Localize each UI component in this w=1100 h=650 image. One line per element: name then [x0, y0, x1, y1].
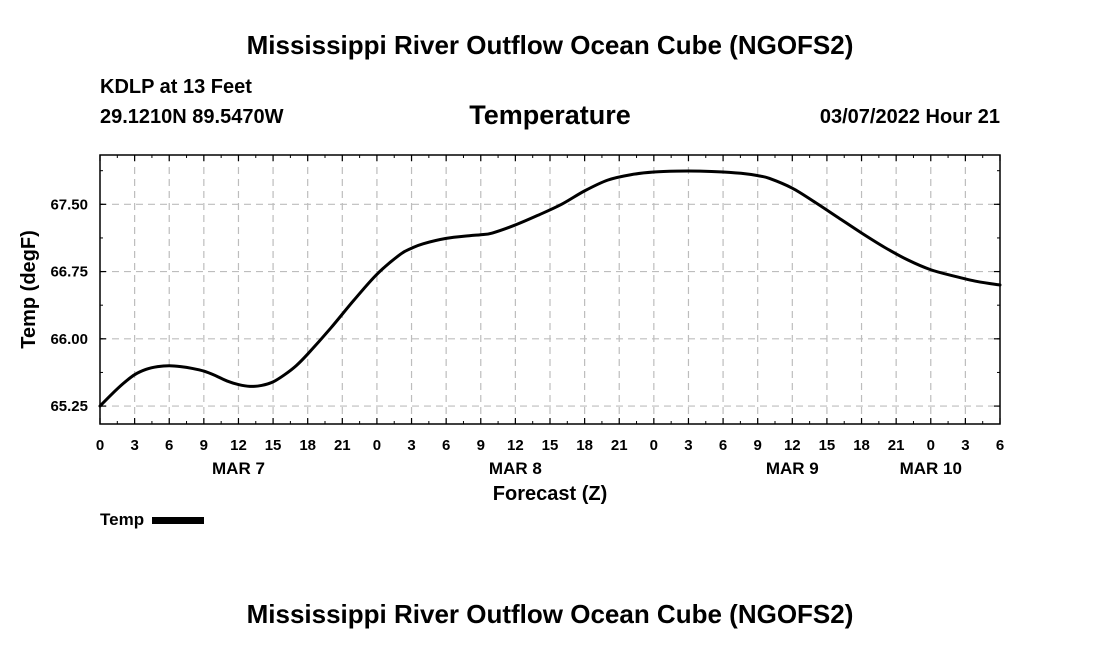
x-tick-label: 15	[819, 437, 836, 454]
x-tick-label: 6	[719, 437, 727, 454]
x-tick-label: 9	[477, 437, 485, 454]
ticks-layer	[99, 155, 1001, 424]
x-tick-label: 18	[576, 437, 593, 454]
x-tick-label: 18	[853, 437, 870, 454]
legend-label: Temp	[100, 510, 145, 529]
x-tick-label: 12	[784, 437, 801, 454]
variable-title: Temperature	[469, 100, 631, 130]
x-tick-label: 12	[507, 437, 524, 454]
x-date-label: MAR 10	[900, 459, 962, 478]
station-label: KDLP at 13 Feet	[100, 76, 252, 98]
x-date-label: MAR 8	[489, 459, 542, 478]
x-tick-label: 0	[96, 437, 104, 454]
x-tick-label: 21	[334, 437, 351, 454]
x-tick-label: 15	[542, 437, 559, 454]
footer-title: Mississippi River Outflow Ocean Cube (NG…	[246, 599, 854, 629]
y-tick-label: 66.00	[50, 331, 88, 348]
x-tick-label: 18	[299, 437, 316, 454]
x-tick-label: 6	[996, 437, 1004, 454]
x-tick-label: 0	[373, 437, 381, 454]
datetime-label: 03/07/2022 Hour 21	[819, 106, 1000, 128]
labels-layer: 0 3 6 9 12 15 18 21 0 3 6 9 12 15 18 21 0 3 6 9 12 15 18 21 0 3 66…	[18, 196, 1004, 505]
y-tick-label: 67.50	[50, 196, 88, 213]
x-tick-label: 0	[650, 437, 658, 454]
x-date-label: MAR 9	[766, 459, 819, 478]
x-date-label: MAR 7	[212, 459, 265, 478]
x-tick-label: 3	[130, 437, 138, 454]
x-tick-label: 21	[611, 437, 628, 454]
y-tick-label: 66.75	[50, 264, 88, 281]
chart-main-title: Mississippi River Outflow Ocean Cube (NG…	[246, 30, 854, 60]
legend-swatch	[152, 516, 205, 524]
legend: Temp	[100, 510, 205, 530]
data-layer	[98, 169, 1002, 408]
x-tick-label: 0	[927, 437, 935, 454]
x-tick-label: 21	[888, 437, 905, 454]
x-tick-label: 12	[230, 437, 247, 454]
y-axis-title: Temp (degF)	[18, 230, 40, 349]
grid-layer	[100, 155, 1000, 424]
coordinates-label: 29.1210N 89.5470W	[100, 106, 284, 128]
x-tick-label: 9	[200, 437, 208, 454]
x-tick-label: 3	[407, 437, 415, 454]
series-line-temp	[98, 169, 1002, 408]
x-axis-title: Forecast (Z)	[493, 483, 607, 505]
x-tick-label: 3	[684, 437, 692, 454]
y-tick-label: 65.25	[50, 398, 88, 415]
x-tick-label: 6	[442, 437, 450, 454]
x-tick-label: 6	[165, 437, 173, 454]
x-tick-label: 15	[265, 437, 282, 454]
x-tick-label: 3	[961, 437, 969, 454]
x-tick-label: 9	[754, 437, 762, 454]
